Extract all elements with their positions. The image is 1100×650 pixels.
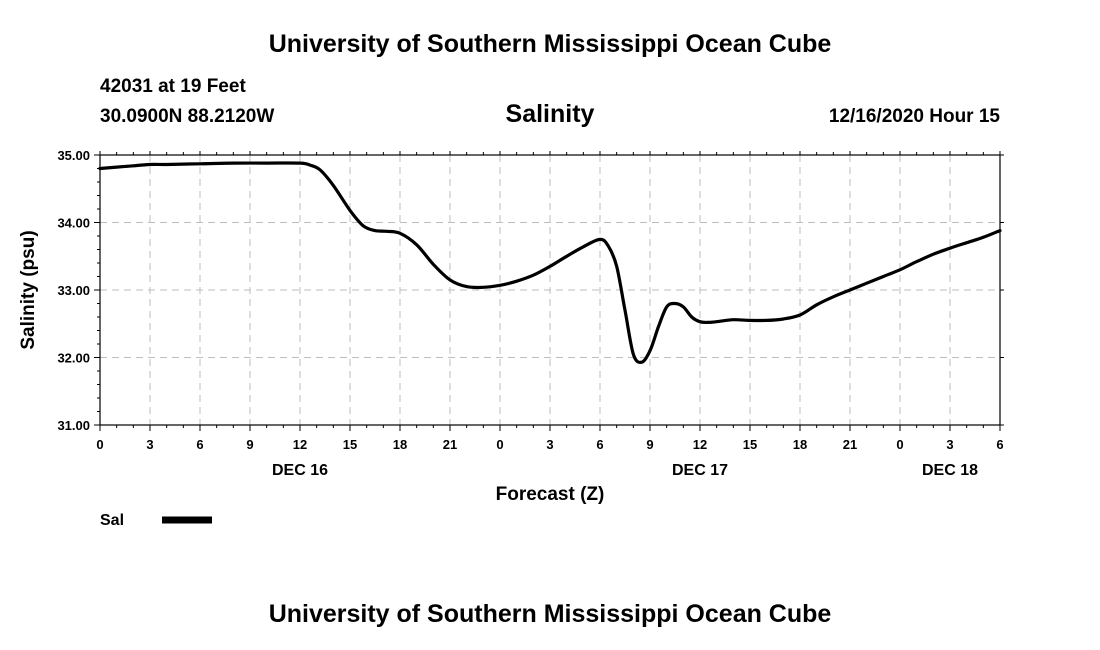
x-tick-label: 3 — [546, 437, 553, 452]
x-tick-label: 18 — [393, 437, 407, 452]
x-tick-label: 21 — [443, 437, 457, 452]
axis-ticks — [94, 151, 1004, 431]
axis-tick-labels: 0 3 6 9 12 15 18 21 0 3 6 9 12 15 18 21 0 3 6 31.00 32.00 33.… — [57, 148, 1003, 479]
x-tick-label: 6 — [596, 437, 603, 452]
x-axis-label: Forecast (Z) — [496, 484, 605, 505]
coordinates-label: 30.0900N 88.2120W — [100, 106, 275, 127]
x-tick-label: 12 — [293, 437, 307, 452]
x-tick-label: 3 — [946, 437, 953, 452]
x-tick-label: 15 — [343, 437, 357, 452]
x-tick-label: 0 — [96, 437, 103, 452]
x-tick-label: 0 — [896, 437, 903, 452]
x-tick-label: 0 — [496, 437, 503, 452]
y-tick-label: 32.00 — [57, 351, 90, 366]
grid-lines — [100, 155, 1000, 425]
salinity-series-line — [98, 161, 1002, 365]
y-tick-label: 34.00 — [57, 216, 90, 231]
date-label: DEC 18 — [922, 462, 978, 479]
x-tick-label: 9 — [246, 437, 253, 452]
x-tick-label: 3 — [146, 437, 153, 452]
x-tick-label: 12 — [693, 437, 707, 452]
chart-title: Salinity — [505, 100, 595, 128]
forecast-datetime: 12/16/2020 Hour 15 — [828, 106, 1000, 127]
footer-title: University of Southern Mississippi Ocean… — [268, 600, 832, 628]
x-tick-label: 15 — [743, 437, 757, 452]
y-tick-label: 31.00 — [57, 418, 90, 433]
y-tick-label: 35.00 — [57, 148, 90, 163]
legend-label: Sal — [100, 512, 124, 529]
x-tick-label: 6 — [996, 437, 1003, 452]
date-label: DEC 17 — [672, 462, 728, 479]
date-label: DEC 16 — [272, 462, 328, 479]
x-tick-label: 18 — [793, 437, 807, 452]
y-axis-label: Salinity (psu) — [18, 230, 39, 349]
x-tick-label: 21 — [843, 437, 857, 452]
page-title: University of Southern Mississippi Ocean… — [268, 30, 832, 58]
station-label: 42031 at 19 Feet — [100, 76, 246, 97]
x-tick-label: 9 — [646, 437, 653, 452]
y-tick-label: 33.00 — [57, 283, 90, 298]
x-tick-label: 6 — [196, 437, 203, 452]
